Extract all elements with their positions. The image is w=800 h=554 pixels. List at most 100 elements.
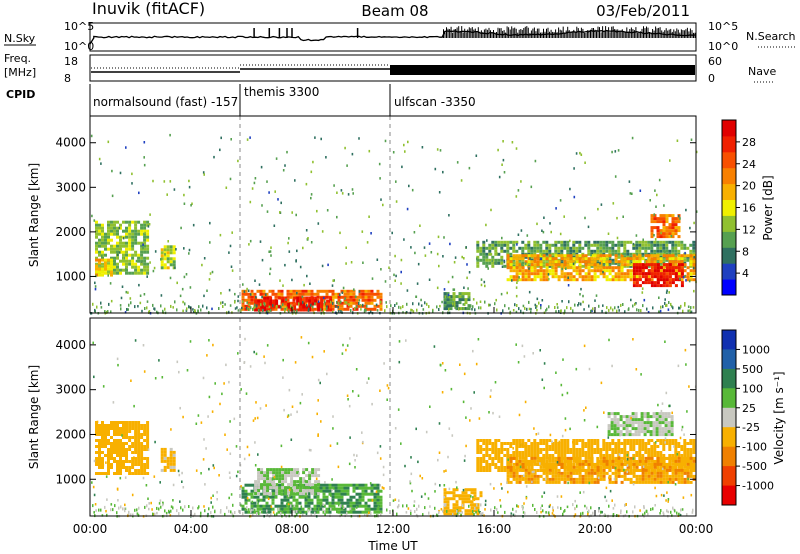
heatmap-cell xyxy=(346,304,350,308)
speckle-point xyxy=(266,180,268,183)
heatmap-cell xyxy=(101,256,104,260)
heatmap-cell xyxy=(670,415,674,419)
heatmap-cell xyxy=(268,504,272,508)
heatmap-cell xyxy=(328,492,332,496)
heatmap-cell xyxy=(539,442,543,445)
speckle-point xyxy=(412,310,415,313)
heatmap-cell xyxy=(620,474,624,478)
heatmap-cell xyxy=(98,270,101,274)
heatmap-cell xyxy=(461,494,465,498)
heatmap-cell xyxy=(163,254,167,258)
heatmap-cell xyxy=(631,424,635,428)
heatmap-cell xyxy=(104,430,107,433)
heatmap-cell xyxy=(530,468,534,472)
speckle-point xyxy=(213,155,215,159)
heatmap-cell xyxy=(163,257,167,261)
heatmap-cell xyxy=(674,442,678,445)
speckle-point xyxy=(534,159,537,163)
heatmap-cell xyxy=(476,457,480,460)
heatmap-cell xyxy=(623,462,627,466)
heatmap-cell xyxy=(485,445,489,448)
heatmap-cell xyxy=(307,504,311,508)
heatmap-cell xyxy=(143,433,147,436)
heatmap-cell xyxy=(652,430,656,434)
heatmap-cell xyxy=(247,510,251,514)
heatmap-cell xyxy=(581,445,585,448)
heatmap-cell xyxy=(467,298,471,302)
heatmap-cell xyxy=(686,451,690,454)
heatmap-cell xyxy=(140,424,144,427)
heatmap-cell xyxy=(524,272,528,276)
ground-echo-point xyxy=(448,307,450,311)
heatmap-cell xyxy=(662,217,666,221)
heatmap-cell xyxy=(512,240,516,244)
heatmap-cell xyxy=(443,292,447,296)
heatmap-cell xyxy=(479,252,483,256)
heatmap-cell xyxy=(656,263,660,267)
heatmap-cell xyxy=(166,254,170,258)
heatmap-cell xyxy=(572,278,576,282)
speckle-point xyxy=(119,304,122,307)
heatmap-cell xyxy=(665,456,669,460)
heatmap-cell xyxy=(638,240,642,244)
heatmap-cell xyxy=(524,246,528,250)
heatmap-cell xyxy=(656,477,660,481)
heatmap-cell xyxy=(629,469,633,472)
heatmap-cell xyxy=(512,454,516,457)
heatmap-cell xyxy=(596,468,600,472)
heatmap-cell xyxy=(482,258,486,262)
heatmap-cell xyxy=(116,454,119,457)
heatmap-cell xyxy=(467,509,471,513)
heatmap-cell xyxy=(623,454,627,457)
heatmap-cell xyxy=(551,456,555,460)
heatmap-cell xyxy=(280,307,284,311)
speckle-point xyxy=(636,253,638,256)
heatmap-cell xyxy=(146,430,150,433)
heatmap-cell xyxy=(113,244,116,248)
heatmap-cell xyxy=(260,299,264,303)
heatmap-cell xyxy=(596,448,600,451)
heatmap-cell xyxy=(599,462,603,466)
heatmap-cell xyxy=(542,471,546,475)
speckle-point xyxy=(333,184,335,187)
heatmap-cell xyxy=(536,469,540,472)
heatmap-cell xyxy=(647,451,651,454)
heatmap-cell xyxy=(581,459,585,463)
heatmap-cell xyxy=(271,489,275,493)
ground-echo-point xyxy=(632,304,634,308)
heatmap-cell xyxy=(349,292,353,296)
speckle-point xyxy=(616,236,619,240)
heatmap-cell xyxy=(260,305,264,309)
heatmap-cell xyxy=(539,468,543,472)
heatmap-cell xyxy=(128,445,132,448)
heatmap-cell xyxy=(506,480,510,484)
heatmap-cell xyxy=(536,459,540,463)
heatmap-cell xyxy=(119,427,122,430)
heatmap-cell xyxy=(668,260,672,264)
heatmap-cell xyxy=(659,471,663,475)
speckle-point xyxy=(142,243,144,246)
heatmap-cell xyxy=(316,498,320,502)
ground-echo-point xyxy=(514,303,516,307)
speckle-point xyxy=(94,287,97,291)
heatmap-cell xyxy=(305,480,309,484)
heatmap-cell xyxy=(325,295,329,299)
heatmap-cell xyxy=(266,477,270,481)
heatmap-cell xyxy=(662,272,666,276)
heatmap-cell xyxy=(647,263,651,267)
heatmap-cell xyxy=(101,265,104,269)
heatmap-cell xyxy=(599,254,603,258)
heatmap-cell xyxy=(262,495,266,499)
heatmap-cell xyxy=(308,477,312,481)
heatmap-cell xyxy=(95,223,98,227)
heatmap-cell xyxy=(274,504,278,508)
speckle-point xyxy=(327,263,329,267)
ground-echo-point xyxy=(690,306,692,310)
heatmap-cell xyxy=(265,292,269,296)
heatmap-cell xyxy=(244,289,248,293)
heatmap-cell xyxy=(644,474,648,478)
heatmap-cell xyxy=(110,238,113,242)
heatmap-cell xyxy=(650,260,654,264)
heatmap-cell xyxy=(665,465,669,469)
heatmap-cell xyxy=(632,439,636,442)
